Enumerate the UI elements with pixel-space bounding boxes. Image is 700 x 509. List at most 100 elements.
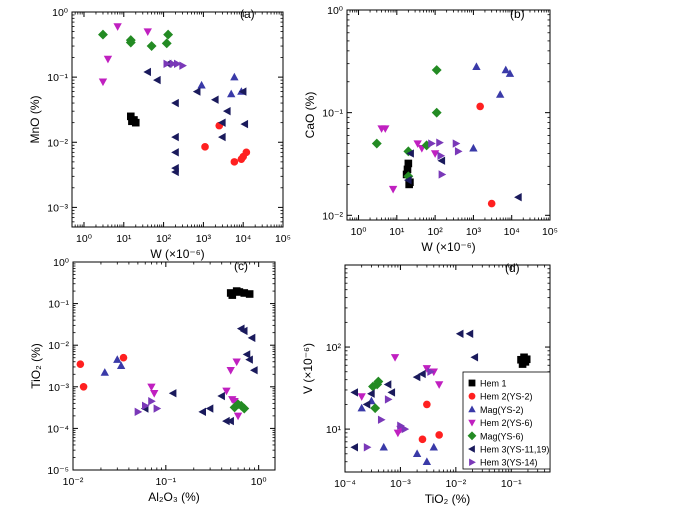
data-point-mag-ys-6: [371, 138, 382, 149]
data-point-hem-3-ys-11-19: [217, 391, 225, 401]
data-point-hem-1: [131, 118, 140, 127]
y-axis-label: CaO (%): [303, 92, 317, 139]
data-point-hem-3-ys-11-19: [238, 87, 247, 96]
panel-letter: (a): [240, 7, 255, 21]
data-point-hem-3-ys-11-19: [383, 380, 392, 389]
data-point-hem-2-ys-2: [230, 158, 239, 166]
data-point-hem-3-ys-11-19: [387, 388, 396, 397]
series-mag-ys-6: [229, 399, 250, 414]
y-tick-label: 10⁰: [53, 257, 70, 269]
data-point-hem-3-ys-14: [452, 139, 461, 148]
data-point-hem-2-ys-6: [232, 358, 241, 367]
x-axis-label: TiO₂ (%): [425, 492, 471, 506]
data-point-hem-2-ys-2: [242, 148, 251, 157]
data-point-mag-ys-6: [163, 29, 174, 40]
y-tick-label: 10⁰: [327, 5, 344, 17]
data-point-hem-2-ys-6: [103, 55, 113, 64]
x-tick-label: 10⁰: [351, 226, 368, 238]
series-mag-ys-2: [469, 62, 515, 152]
data-point-hem-3-ys-11-19: [242, 350, 251, 359]
data-point-hem-3-ys-11-19: [143, 67, 151, 77]
data-point-hem-3-ys-11-19: [171, 148, 179, 157]
x-axis-label: Al₂O₃ (%): [148, 490, 200, 504]
y-tick-label: 10⁻¹: [322, 108, 343, 120]
data-point-hem-3-ys-14: [142, 401, 150, 410]
y-tick-label: 10⁻³: [47, 202, 68, 214]
data-point-mag-ys-2: [230, 72, 239, 81]
legend-label-hem-1: Hem 1: [480, 379, 507, 389]
data-point-hem-3-ys-14: [384, 395, 393, 404]
x-tick-label: 10³: [466, 226, 482, 238]
data-point-hem-3-ys-14: [377, 415, 386, 424]
x-tick-label: 10¹: [389, 226, 405, 238]
data-point-mag-ys-6: [98, 29, 108, 40]
data-point-hem-1: [403, 165, 412, 174]
data-point-mag-ys-6: [373, 376, 384, 387]
x-tick-label: 10⁻³: [390, 478, 411, 490]
series-hem-1: [517, 353, 531, 368]
data-point-hem-2-ys-6: [150, 390, 159, 398]
panel-2: 10⁰ 10¹ 10² 10³ 10⁴ 10⁵ 10⁻² 10⁻¹ 10⁰ W (×10⁻⁶) Ca…: [303, 5, 558, 254]
x-tick-label: 10⁴: [504, 226, 520, 238]
y-axis-label: V (×10⁻⁶): [301, 343, 315, 394]
data-point-mag-ys-2: [472, 62, 481, 70]
data-point-hem-3-ys-11-19: [171, 98, 179, 108]
data-point-hem-2-ys-6: [381, 125, 390, 133]
data-point-hem-3-ys-14: [428, 139, 436, 148]
data-point-hem-3-ys-11-19: [367, 389, 375, 398]
x-tick-label: 10⁴: [235, 233, 251, 245]
data-point-hem-3-ys-14: [438, 170, 447, 179]
series-hem-3-ys-11-19: [350, 329, 479, 452]
legend-marker-hem-3-ys-11-19: [468, 445, 475, 453]
data-point-mag-ys-2: [100, 368, 109, 376]
data-point-hem-3-ys-11-19: [226, 416, 234, 426]
data-point-mag-ys-6: [370, 403, 381, 414]
data-point-mag-ys-2: [357, 403, 366, 412]
data-point-hem-2-ys-6: [98, 78, 108, 87]
data-point-hem-3-ys-14: [163, 59, 172, 69]
data-point-hem-1: [522, 355, 531, 364]
data-point-hem-3-ys-11-19: [218, 118, 226, 127]
series-mag-ys-6: [368, 376, 384, 414]
data-point-hem-1: [245, 290, 254, 298]
data-point-mag-ys-2: [379, 442, 388, 451]
series-mag-ys-2: [100, 355, 126, 376]
panel-4: 10⁻⁴ 10⁻³ 10⁻² 10⁻¹ 10¹ 10² TiO₂ (%) V (×10⁻⁶) (…: [301, 261, 551, 506]
data-point-hem-3-ys-11-19: [222, 416, 230, 426]
series-mag-ys-2: [197, 72, 246, 98]
data-point-hem-3-ys-14: [437, 151, 446, 160]
data-point-hem-2-ys-2: [76, 360, 85, 368]
legend-frame: [462, 371, 551, 470]
x-tick-label: 10⁵: [542, 226, 558, 238]
x-tick-label: 10⁻¹: [155, 476, 176, 488]
series-hem-3-ys-11-19: [143, 59, 249, 177]
data-point-mag-ys-6: [431, 65, 442, 75]
data-point-hem-2-ys-6: [413, 140, 422, 148]
y-tick-label: 10⁰: [52, 7, 69, 19]
data-point-hem-2-ys-2: [418, 435, 427, 444]
plot-frame: [71, 11, 284, 228]
data-point-mag-ys-2: [495, 90, 505, 98]
series-hem-2-ys-6: [98, 23, 152, 87]
data-point-hem-3-ys-11-19: [418, 369, 426, 379]
data-point-hem-3-ys-14: [134, 407, 143, 417]
data-point-hem-3-ys-14: [363, 443, 372, 452]
panel-letter: (b): [510, 7, 525, 21]
data-point-hem-3-ys-11-19: [205, 404, 214, 413]
data-point-hem-3-ys-11-19: [171, 132, 179, 142]
x-tick-label: 10⁻⁴: [334, 478, 356, 490]
legend-marker-hem-3-ys-14: [469, 458, 476, 466]
y-tick-label: 10⁻⁴: [47, 423, 69, 435]
data-point-mag-ys-2: [469, 143, 478, 152]
data-point-hem-2-ys-6: [357, 393, 366, 401]
data-point-mag-ys-2: [116, 361, 126, 370]
data-point-hem-2-ys-2: [487, 199, 496, 208]
data-point-hem-2-ys-6: [233, 412, 243, 421]
series-hem-1: [226, 287, 254, 299]
data-point-hem-3-ys-14: [427, 367, 435, 376]
data-point-hem-3-ys-14: [169, 59, 178, 69]
series-mag-ys-6: [98, 29, 174, 51]
x-tick-label: 10⁰: [76, 233, 93, 245]
data-point-hem-3-ys-14: [397, 421, 405, 430]
